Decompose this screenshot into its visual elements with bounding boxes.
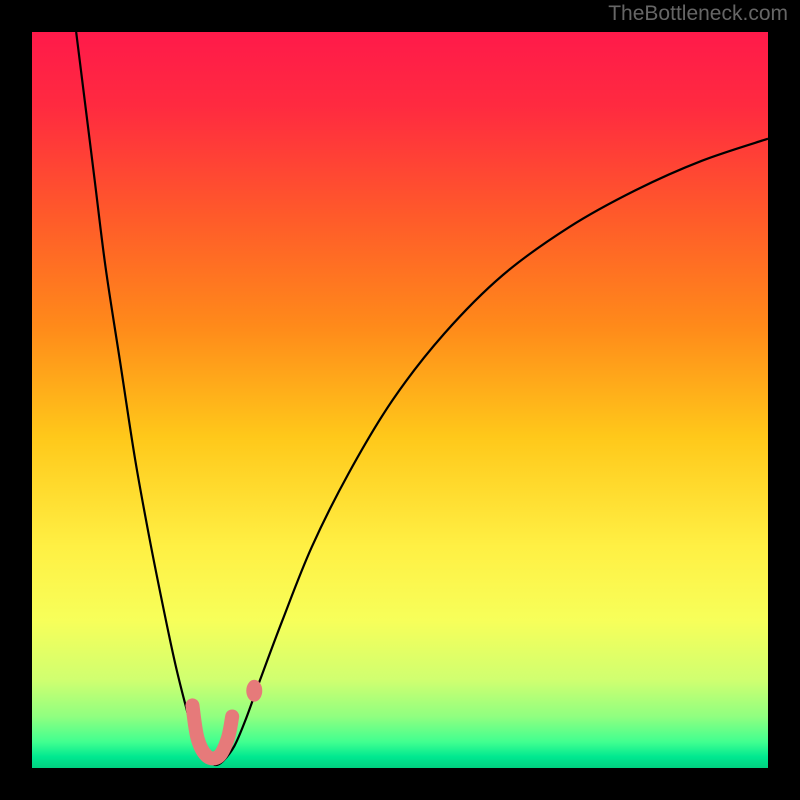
marker-dot (246, 680, 262, 702)
chart-svg (0, 0, 800, 800)
plot-gradient (32, 32, 768, 768)
watermark-text: TheBottleneck.com (608, 2, 788, 26)
chart-container: TheBottleneck.com (0, 0, 800, 800)
